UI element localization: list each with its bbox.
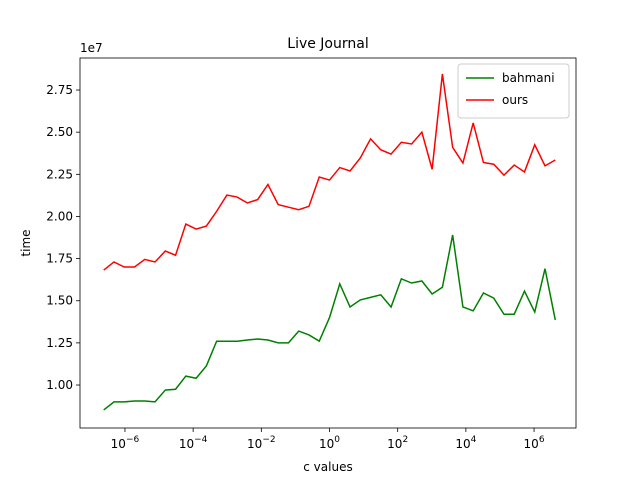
x-tick-exponent: 2 (402, 435, 408, 445)
x-tick-exponent: −2 (262, 435, 275, 445)
x-tick-base: 10 (387, 437, 402, 451)
x-tick-base: 10 (111, 437, 126, 451)
y-tick-label: 2.75 (46, 83, 73, 97)
x-tick-base: 10 (524, 437, 539, 451)
y-tick-label: 1.00 (46, 378, 73, 392)
x-tick-label: 104 (455, 435, 476, 451)
chart-title: Live Journal (287, 36, 368, 52)
y-tick-label: 1.50 (46, 294, 73, 308)
x-tick-exponent: −6 (126, 435, 140, 445)
legend-label: bahmani (502, 71, 555, 85)
x-tick-base: 10 (455, 437, 470, 451)
x-tick-exponent: 0 (334, 435, 340, 445)
series-line (103, 234, 557, 411)
series-line (103, 73, 556, 271)
x-tick-exponent: 4 (471, 435, 477, 445)
y-tick-label: 2.00 (46, 209, 73, 223)
x-tick-base: 10 (319, 437, 334, 451)
x-axis-label: c values (303, 460, 352, 474)
y-tick-label: 2.50 (46, 125, 73, 139)
x-tick-base: 10 (179, 437, 194, 451)
x-tick-label: 106 (524, 435, 545, 451)
y-tick-label: 1.75 (46, 252, 73, 266)
y-tick-label: 1.25 (46, 336, 73, 350)
x-tick-label: 100 (319, 435, 340, 451)
legend-label: ours (502, 93, 528, 107)
y-offset-label: 1e7 (80, 41, 103, 55)
x-tick-label: 10−2 (247, 435, 276, 451)
x-tick-label: 10−4 (179, 435, 208, 451)
plot-frame (79, 57, 577, 429)
x-tick-exponent: −4 (194, 435, 208, 445)
x-tick-label: 10−6 (111, 435, 140, 451)
x-tick-base: 10 (247, 437, 262, 451)
y-tick-label: 2.25 (46, 167, 73, 181)
x-tick-exponent: 6 (539, 435, 545, 445)
y-axis-label: time (19, 229, 33, 256)
x-tick-label: 102 (387, 435, 408, 451)
